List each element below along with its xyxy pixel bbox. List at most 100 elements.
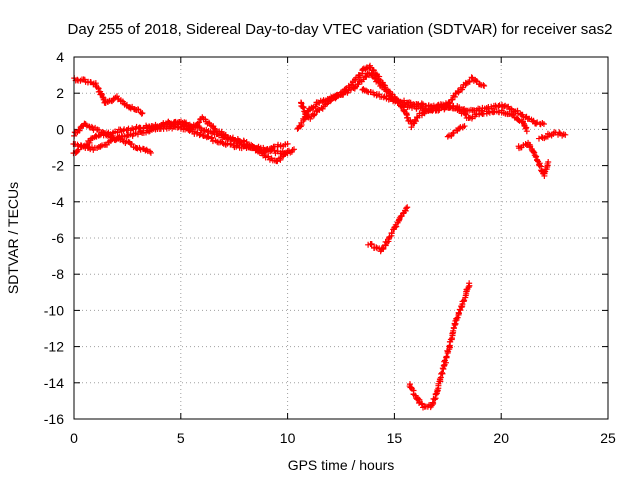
data-point: [540, 120, 547, 127]
y-tick-label: -16: [44, 411, 64, 427]
data-point: [469, 113, 476, 120]
data-point: [368, 241, 375, 248]
data-point: [219, 139, 226, 146]
data-point: [114, 129, 121, 136]
data-point: [408, 124, 415, 131]
data-point: [321, 98, 328, 105]
y-tick-label: -2: [52, 158, 65, 174]
data-point: [398, 213, 405, 220]
y-tick-label: -6: [52, 230, 65, 246]
series-track-g: [294, 69, 488, 132]
data-point: [291, 146, 298, 153]
data-point: [446, 132, 453, 139]
data-point: [74, 141, 81, 148]
data-point: [451, 93, 458, 100]
data-point: [450, 325, 457, 332]
data-point: [366, 63, 373, 70]
data-point: [227, 141, 234, 148]
data-point: [541, 169, 548, 176]
data-point: [374, 78, 381, 85]
data-point: [105, 98, 112, 105]
data-point: [523, 128, 530, 135]
data-point: [139, 110, 146, 117]
x-tick-label: 5: [177, 430, 185, 446]
data-point: [304, 108, 311, 115]
data-point: [556, 129, 563, 136]
data-point: [466, 280, 473, 287]
y-tick-label: 2: [56, 85, 64, 101]
data-point: [545, 158, 552, 165]
data-point: [462, 110, 469, 117]
data-point: [435, 107, 442, 114]
data-point: [128, 140, 135, 147]
data-point: [443, 353, 450, 360]
series-track-l: [365, 204, 411, 255]
data-point: [310, 112, 317, 119]
data-point: [307, 115, 314, 122]
data-point: [265, 153, 272, 160]
y-tick-label: -14: [44, 375, 64, 391]
y-axis-label: SDTVAR / TECUs: [5, 182, 21, 294]
data-point: [404, 204, 411, 211]
data-point: [80, 143, 87, 150]
x-axis-label: GPS time / hours: [288, 457, 395, 473]
data-point: [562, 131, 569, 138]
y-tick-label: 0: [56, 121, 64, 137]
data-point: [431, 396, 438, 403]
data-point: [341, 88, 348, 95]
data-point: [76, 127, 83, 134]
data-point: [388, 230, 395, 237]
data-point: [468, 74, 475, 81]
data-point: [455, 88, 462, 95]
data-marks: [70, 62, 569, 411]
data-point: [412, 118, 419, 125]
series-track-h: [359, 86, 530, 135]
data-point: [455, 310, 462, 317]
x-tick-label: 10: [280, 430, 296, 446]
grid: [74, 57, 608, 419]
data-point: [457, 307, 464, 314]
data-point: [530, 117, 537, 124]
data-point: [453, 315, 460, 322]
data-point: [461, 297, 468, 304]
y-tick-label: -10: [44, 302, 64, 318]
y-tick-label: -8: [52, 266, 65, 282]
data-point: [481, 82, 488, 89]
data-point: [476, 81, 483, 88]
data-point: [418, 100, 425, 107]
x-tick-label: 25: [600, 430, 616, 446]
data-point: [373, 244, 380, 251]
data-point: [480, 82, 487, 89]
data-point: [351, 84, 358, 91]
data-point: [439, 369, 446, 376]
data-point: [515, 117, 522, 124]
data-point: [99, 94, 106, 101]
data-point: [462, 111, 469, 118]
data-point: [364, 88, 371, 95]
x-tick-label: 0: [70, 430, 78, 446]
plot-frame: [73, 56, 609, 420]
data-point: [83, 122, 90, 129]
data-point: [222, 131, 229, 138]
series-track-a: [71, 75, 146, 117]
data-point: [300, 104, 307, 111]
data-point: [284, 140, 291, 147]
data-point: [409, 104, 416, 111]
data-point: [311, 111, 318, 118]
series-track-e: [146, 114, 291, 153]
data-point: [382, 84, 389, 91]
chart-title: Day 255 of 2018, Sidereal Day-to-day VTE…: [68, 21, 613, 38]
series-track-k: [535, 129, 569, 142]
data-point: [86, 139, 93, 146]
data-point: [357, 77, 364, 84]
series-track-j: [515, 139, 552, 179]
data-point: [456, 106, 463, 113]
data-point: [97, 143, 104, 150]
series-track-m: [406, 280, 473, 411]
x-tick-label: 20: [493, 430, 509, 446]
data-point: [403, 205, 410, 212]
data-point: [284, 148, 291, 155]
